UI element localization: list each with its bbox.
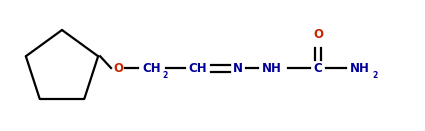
Text: 2: 2	[372, 70, 378, 80]
Text: NH: NH	[350, 61, 370, 75]
Text: O: O	[113, 61, 123, 75]
Text: CH: CH	[143, 61, 162, 75]
Text: CH: CH	[189, 61, 207, 75]
Text: C: C	[314, 61, 323, 75]
Text: 2: 2	[162, 70, 167, 80]
Text: N: N	[233, 61, 243, 75]
Text: O: O	[313, 29, 323, 42]
Text: NH: NH	[262, 61, 282, 75]
